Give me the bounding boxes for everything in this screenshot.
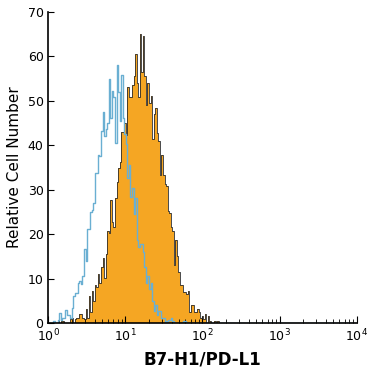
Y-axis label: Relative Cell Number: Relative Cell Number — [7, 87, 22, 248]
X-axis label: B7-H1/PD-L1: B7-H1/PD-L1 — [144, 350, 261, 368]
